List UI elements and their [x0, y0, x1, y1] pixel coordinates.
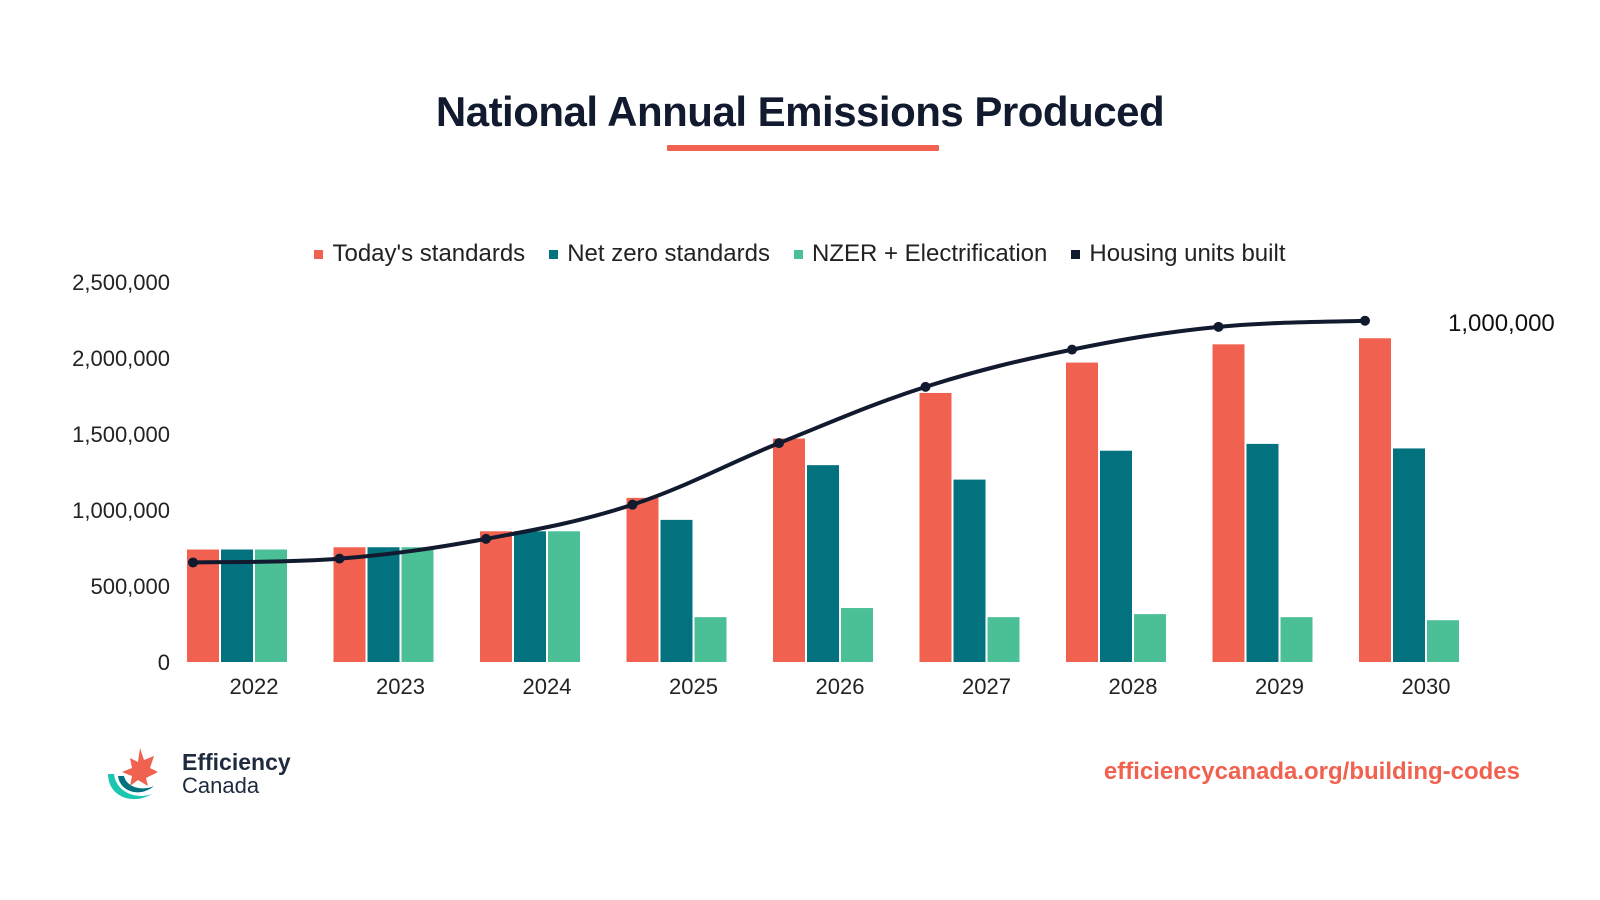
x-tick-label: 2027: [962, 674, 1011, 699]
bar-netzero-2023: [367, 547, 400, 662]
y-axis-ticks: 0 500,000 1,000,000 1,500,000 2,000,000 2,500…: [72, 270, 170, 675]
legend-swatch-netzero: [549, 249, 559, 259]
logo-text-canada: Canada: [182, 773, 260, 798]
bar-nzer-2028: [1134, 614, 1166, 662]
y-tick-label: 0: [158, 650, 170, 675]
logo-emblem-icon: [108, 748, 158, 800]
bar-nzer-2030: [1427, 620, 1459, 662]
title-underline: [667, 145, 939, 151]
x-tick-label: 2023: [376, 674, 425, 699]
bar-netzero-2030: [1393, 448, 1425, 662]
footer-url[interactable]: efficiencycanada.org/building-codes: [1103, 758, 1520, 785]
legend-label-housing: Housing units built: [1089, 240, 1286, 267]
housing-point-2023: [334, 553, 345, 564]
x-tick-label: 2024: [523, 674, 572, 699]
bar-nzer-2029: [1280, 617, 1313, 662]
legend-swatch-nzer: [793, 249, 803, 259]
bar-today-2025: [626, 497, 659, 662]
x-tick-label: 2029: [1255, 674, 1304, 699]
y-tick-label: 500,000: [90, 574, 170, 599]
bar-netzero-2024: [514, 531, 546, 662]
housing-line: [188, 315, 1370, 568]
bar-today-2022: [187, 549, 219, 662]
legend-swatch-housing: [1071, 249, 1081, 259]
housing-point-2027: [920, 381, 931, 392]
legend-item-netzero: Net zero standards: [549, 240, 770, 268]
bar-today-2029: [1212, 344, 1245, 662]
chart-title: National Annual Emissions Produced: [435, 88, 1165, 135]
housing-point-2024: [481, 533, 491, 544]
x-axis-ticks: 2022 2023 2024 2025 2026 2027 2028 2029 2030: [230, 674, 1451, 699]
bar-series: [187, 338, 1459, 662]
bar-nzer-2024: [548, 531, 580, 662]
bar-netzero-2028: [1100, 450, 1132, 662]
x-tick-label: 2022: [230, 674, 279, 699]
legend-label-today: Today's standards: [332, 240, 526, 267]
legend-item-today: Today's standards: [314, 240, 525, 268]
bar-nzer-2027: [987, 617, 1020, 662]
bar-nzer-2026: [841, 608, 873, 662]
bar-nzer-2022: [255, 549, 287, 662]
y-tick-label: 1,000,000: [72, 498, 170, 523]
housing-point-2022: [188, 557, 198, 568]
bar-today-2026: [773, 438, 805, 662]
bar-today-2028: [1066, 362, 1098, 662]
chart-legend: Today's standards Net zero standards NZE…: [0, 240, 1600, 268]
housing-point-2029: [1213, 321, 1224, 332]
y-tick-label: 1,500,000: [72, 422, 170, 447]
bar-netzero-2027: [953, 479, 986, 662]
x-tick-label: 2026: [816, 674, 865, 699]
bar-netzero-2025: [660, 519, 693, 662]
legend-swatch-today: [314, 249, 324, 259]
bar-today-2030: [1359, 338, 1391, 662]
y-tick-label: 2,000,000: [72, 346, 170, 371]
x-tick-label: 2028: [1109, 674, 1158, 699]
housing-point-2026: [774, 438, 784, 449]
housing-point-2030: [1360, 315, 1370, 326]
housing-point-2028: [1067, 344, 1077, 355]
efficiency-canada-logo: Efficiency Canada: [100, 740, 291, 808]
legend-item-housing: Housing units built: [1071, 240, 1286, 268]
bar-today-2023: [333, 547, 366, 662]
bar-nzer-2025: [694, 617, 727, 662]
x-tick-label: 2030: [1402, 674, 1451, 699]
bar-netzero-2022: [221, 549, 253, 662]
legend-label-netzero: Net zero standards: [567, 240, 770, 267]
logo-text-efficiency: Efficiency: [182, 749, 291, 775]
legend-label-nzer: NZER + Electrification: [811, 240, 1048, 267]
bar-nzer-2023: [401, 547, 434, 662]
housing-point-2025: [627, 499, 638, 510]
bar-netzero-2029: [1246, 443, 1279, 662]
x-tick-label: 2025: [669, 674, 718, 699]
bar-today-2024: [480, 531, 512, 662]
bar-today-2027: [919, 392, 952, 662]
bar-netzero-2026: [807, 465, 839, 662]
legend-item-nzer: NZER + Electrification: [793, 240, 1048, 268]
y-tick-label: 2,500,000: [72, 270, 170, 295]
line-end-annotation: 1,000,000: [1448, 310, 1555, 337]
